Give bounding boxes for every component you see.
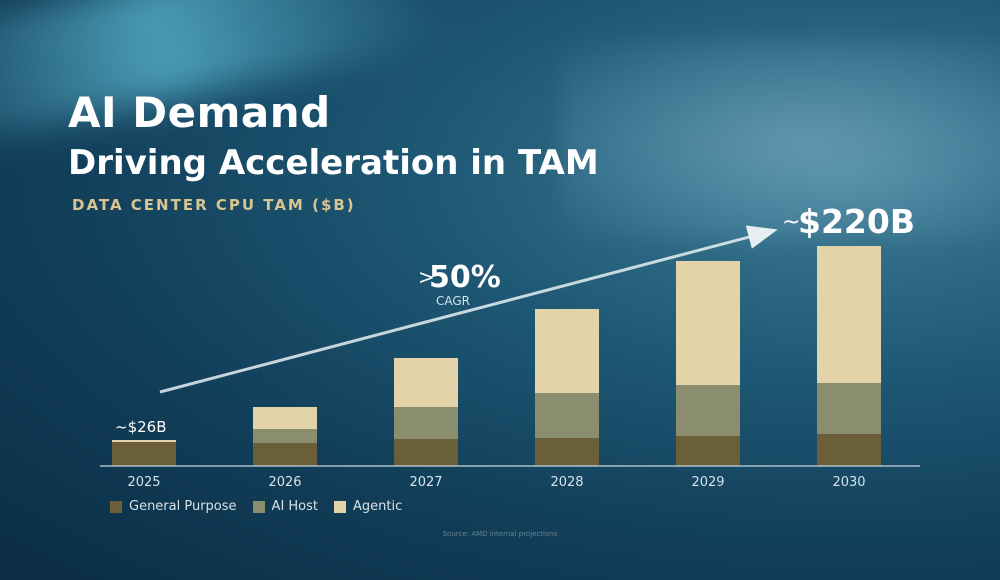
bar-2026-agentic [253,407,317,429]
cagr-prefix: > [418,265,435,289]
bar-2027-general-purpose [394,439,458,466]
bar-2028-general-purpose [535,438,599,466]
bar-2028-agentic [535,309,599,393]
bar-2025-general-purpose [112,442,176,466]
chart-title: DATA CENTER CPU TAM ($B) [72,196,356,214]
legend-label: Agentic [353,499,403,514]
bar-2026-general-purpose [253,443,317,466]
slide-title: AI Demand [68,88,331,137]
x-tick-label: 2026 [268,475,301,490]
cagr-label: CAGR [436,294,470,308]
cagr-value: 50% [429,260,501,295]
x-tick-label: 2028 [550,475,583,490]
legend-item-agentic: Agentic [334,499,402,514]
bar-2030-general-purpose [817,434,881,466]
legend-label: General Purpose [129,499,237,514]
legend-swatch [110,500,122,513]
data-label-2030-total: $220B [798,202,915,241]
legend-swatch [334,500,347,513]
chart-legend: General Purpose AI Host Agentic [110,499,402,514]
bar-2027-agentic [394,358,458,407]
x-tick-label: 2029 [691,475,724,490]
end-value-prefix: ~ [782,210,800,235]
background-glow-right [560,40,1000,240]
bar-2030-agentic [817,246,881,383]
x-tick-label: 2025 [127,475,160,490]
bar-2029-general-purpose [676,436,740,466]
bar-2028-ai-host [535,393,599,438]
bar-2029-ai-host [676,385,740,436]
bar-2026-ai-host [253,429,317,443]
slide-subtitle: Driving Acceleration in TAM [68,143,599,183]
legend-label: AI Host [271,499,319,514]
bar-2027-ai-host [394,407,458,439]
legend-item-general-purpose: General Purpose [110,499,237,514]
growth-arrow [159,225,778,394]
data-label-2025-total: ~$26B [115,418,167,436]
x-tick-label: 2030 [832,475,865,490]
bar-2030-ai-host [817,383,881,434]
x-tick-label: 2027 [409,475,442,490]
bar-2029-agentic [676,261,740,385]
legend-item-ai-host: AI Host [252,499,319,514]
bar-2025-agentic [112,440,176,442]
legend-swatch [252,500,265,513]
source-note: Source: AMD internal projections [442,530,558,538]
